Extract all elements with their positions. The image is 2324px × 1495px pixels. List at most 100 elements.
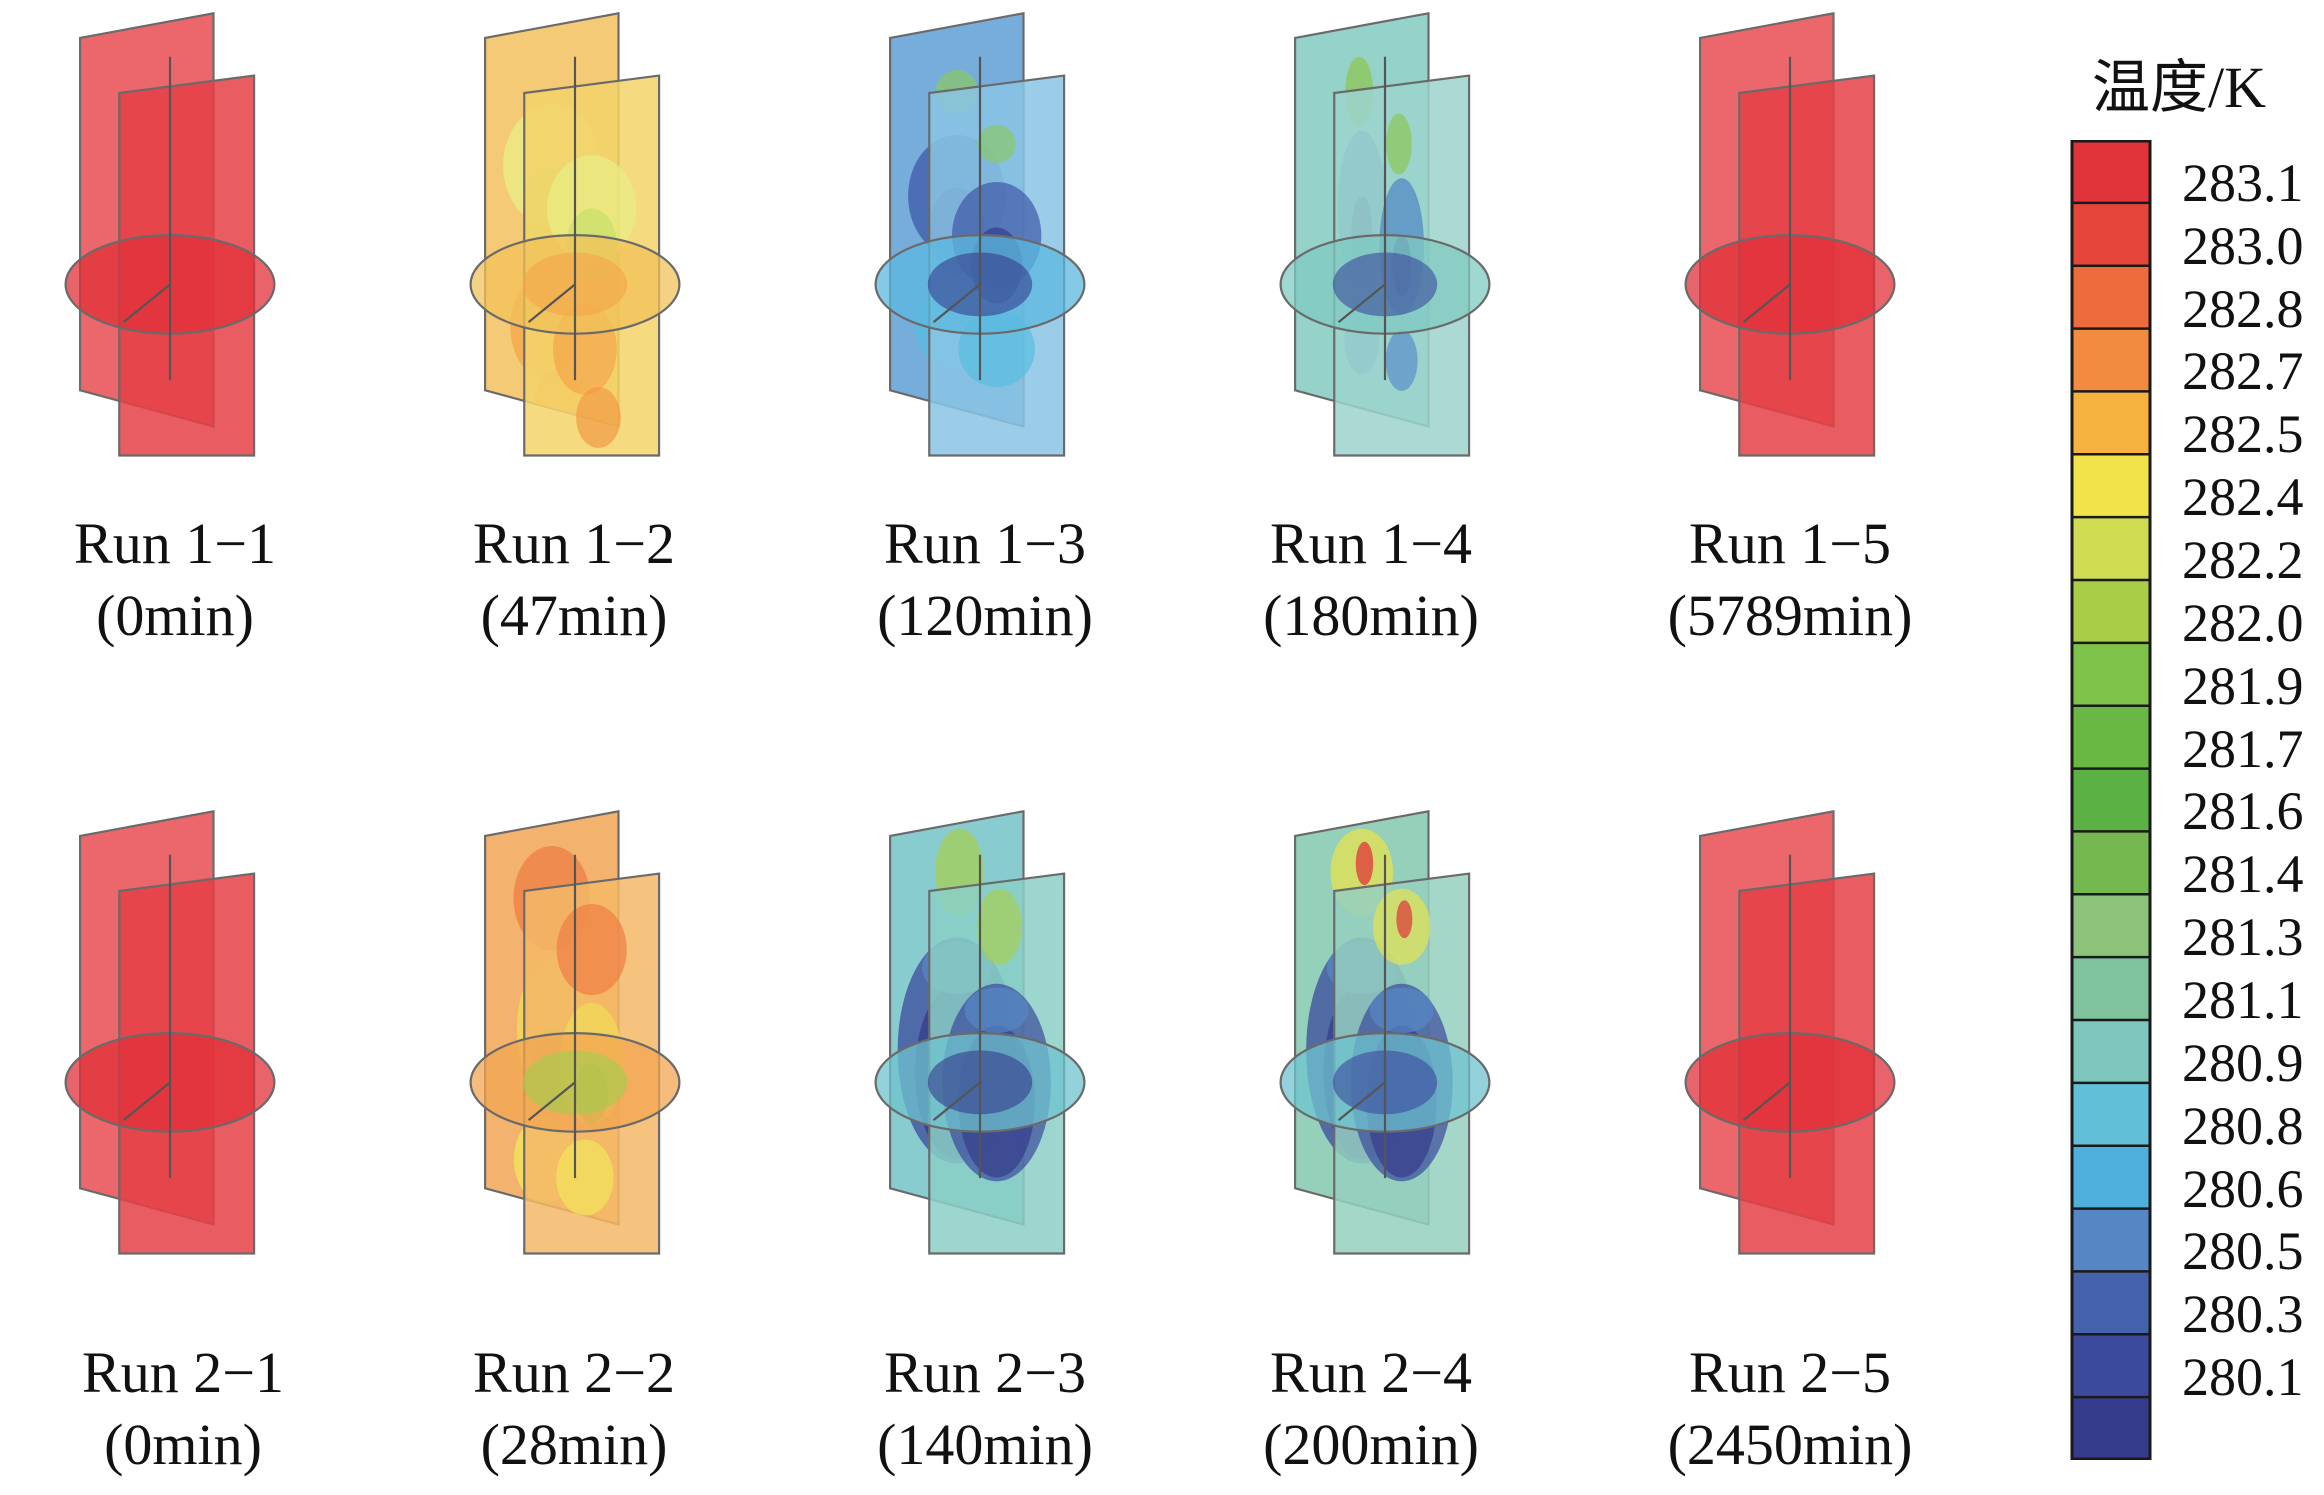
run-2-1-panel (64, 809, 276, 1255)
temperature-slices (1279, 809, 1491, 1255)
run-label: Run 1−4 (180min) (1171, 508, 1571, 652)
legend-tick-label: 281.9 (2182, 655, 2304, 716)
legend-tick-label: 282.4 (2182, 467, 2304, 528)
legend-tick-label: 281.6 (2182, 781, 2304, 842)
temperature-contour (576, 387, 621, 448)
legend-tick-label: 282.0 (2182, 592, 2304, 653)
legend-color-band (2072, 328, 2150, 393)
legend-color-band (2072, 705, 2150, 770)
temperature-slices (874, 11, 1086, 457)
temperature-contour (964, 987, 1029, 1034)
run-2-4-panel (1279, 809, 1491, 1255)
slice-intersection-line (527, 283, 576, 323)
run-label: Run 1−3 (120min) (785, 508, 1185, 652)
legend-color-band (2072, 391, 2150, 455)
legend-color-band (2072, 768, 2150, 833)
legend-tick-label: 280.5 (2182, 1221, 2304, 1282)
slice-intersection-line (1337, 1081, 1386, 1121)
temperature-contour (1369, 987, 1434, 1034)
run-label: Run 2−3 (140min) (785, 1337, 1185, 1481)
legend-tick-label: 280.6 (2182, 1158, 2304, 1219)
run-time: (47min) (480, 583, 668, 648)
run-label: Run 2−1 (0min) (0, 1337, 383, 1481)
legend-color-band (2072, 454, 2150, 518)
temperature-contour (1355, 841, 1374, 886)
temperature-slices (64, 11, 276, 457)
slice-intersection-line (527, 1081, 576, 1121)
slice-intersection-line (932, 283, 981, 323)
legend-color-band (2072, 1271, 2150, 1335)
temperature-contour (1385, 330, 1418, 391)
legend-tick-label: 282.7 (2182, 341, 2304, 402)
run-time: (5789min) (1667, 583, 1913, 648)
legend-tick-label: 282.2 (2182, 530, 2304, 590)
legend-color-band (2072, 1334, 2150, 1398)
legend-tick-label: 281.4 (2182, 844, 2304, 905)
temperature-contour (1386, 113, 1412, 175)
temperature-slices (874, 809, 1086, 1255)
run-name: Run 2−4 (1270, 1340, 1472, 1405)
legend-color-band (2072, 831, 2150, 895)
run-time: (28min) (480, 1412, 668, 1477)
run-name: Run 1−5 (1689, 511, 1891, 576)
legend-tick-label: 283.1 (2182, 152, 2304, 213)
run-time: (140min) (877, 1412, 1093, 1477)
legend-color-band (2072, 1397, 2150, 1460)
legend-color-band (2072, 1145, 2150, 1210)
legend-tick-label: 283.0 (2182, 215, 2304, 276)
run-time: (200min) (1263, 1412, 1479, 1477)
run-time: (0min) (96, 583, 254, 648)
legend-tick-label: 280.9 (2182, 1032, 2304, 1093)
run-2-3-panel (874, 809, 1086, 1255)
run-2-5-panel (1684, 809, 1896, 1255)
run-name: Run 2−3 (884, 1340, 1086, 1405)
run-name: Run 1−2 (473, 511, 675, 576)
legend-color-band (2072, 894, 2150, 958)
run-label: Run 2−5 (2450min) (1590, 1337, 1990, 1481)
legend-tick-label: 282.8 (2182, 278, 2304, 339)
temperature-slices (469, 11, 681, 457)
run-time: (0min) (104, 1412, 262, 1477)
temperature-slices (1684, 809, 1896, 1255)
legend-color-band (2072, 517, 2150, 581)
legend-tick-label: 280.8 (2182, 1095, 2304, 1156)
slice-intersection-line (1742, 283, 1791, 323)
slice-intersection-line (1742, 1081, 1791, 1121)
run-label: Run 1−1 (0min) (0, 508, 375, 652)
run-name: Run 2−5 (1689, 1340, 1891, 1405)
temperature-contour (977, 124, 1016, 163)
slice-intersection-line (1337, 283, 1386, 323)
run-1-4-panel (1279, 11, 1491, 457)
legend-tick-label: 281.7 (2182, 718, 2304, 779)
run-1-3-panel (874, 11, 1086, 457)
legend-color-band (2072, 265, 2150, 330)
slice-intersection-line (122, 283, 171, 323)
legend-color-band (2072, 580, 2150, 644)
run-1-5-panel (1684, 11, 1896, 457)
color-legend-bar (2070, 140, 2152, 1460)
legend-color-band (2072, 1020, 2150, 1084)
temperature-contour (556, 903, 627, 996)
legend-tick-label: 281.3 (2182, 907, 2304, 968)
run-1-1-panel (64, 11, 276, 457)
temperature-slices (64, 809, 276, 1255)
legend-frame (2070, 140, 2152, 1460)
run-time: (180min) (1263, 583, 1479, 648)
run-label: Run 2−4 (200min) (1171, 1337, 1571, 1481)
run-name: Run 2−2 (473, 1340, 675, 1405)
run-name: Run 1−3 (884, 511, 1086, 576)
slice-intersection-line (932, 1081, 981, 1121)
legend-tick-label: 281.1 (2182, 970, 2304, 1030)
run-name: Run 1−1 (74, 511, 276, 576)
run-name: Run 1−4 (1270, 511, 1472, 576)
legend-color-band (2072, 1208, 2150, 1273)
run-label: Run 1−2 (47min) (374, 508, 774, 652)
temperature-contour (1396, 900, 1413, 939)
temperature-contour (556, 1139, 614, 1216)
run-label: Run 1−5 (5789min) (1590, 508, 1990, 652)
temperature-slices (1279, 11, 1491, 457)
legend-color-band (2072, 140, 2150, 204)
legend-color-band (2072, 1082, 2150, 1147)
legend-color-band (2072, 957, 2150, 1021)
